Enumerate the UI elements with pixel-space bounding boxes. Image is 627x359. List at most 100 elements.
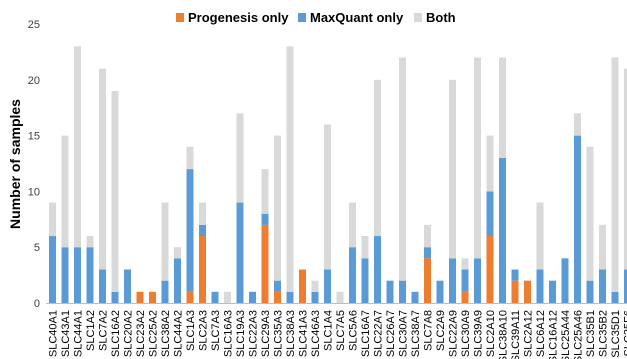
bar-segment-maxquant-only xyxy=(374,236,381,303)
x-tick-label: SLC5A6 xyxy=(348,310,360,351)
bar-segment-maxquant-only xyxy=(561,258,569,303)
x-tick-label: SLC30A7 xyxy=(398,310,410,357)
bar-segment-maxquant-only xyxy=(99,269,106,303)
x-tick-label: SLC35A3 xyxy=(273,310,285,357)
bar-segment-both xyxy=(161,202,169,281)
bar-segment-both xyxy=(311,280,319,292)
bar-segment-both xyxy=(624,68,627,270)
bar-segment-maxquant-only xyxy=(174,258,181,303)
y-tick-label: 25 xyxy=(28,19,40,31)
x-tick-label: SLC35F6 xyxy=(623,310,627,356)
bar-segment-maxquant-only xyxy=(124,269,131,303)
x-tick-label: SLC39A11 xyxy=(510,310,522,359)
x-tick-label: SLC44A2 xyxy=(173,310,185,357)
bar-segment-maxquant-only xyxy=(536,269,544,303)
bar-segment-both xyxy=(286,46,294,292)
bar-segment-progenesis-only xyxy=(149,291,156,303)
x-tick-label: SLC23A2 xyxy=(135,310,147,357)
bar-segment-maxquant-only xyxy=(511,269,519,281)
bar-segment-progenesis-only xyxy=(261,224,269,303)
bar-segment-maxquant-only xyxy=(261,213,269,225)
bar-segment-maxquant-only xyxy=(186,169,194,292)
bar-segment-maxquant-only xyxy=(324,269,331,303)
legend-label: Both xyxy=(426,10,456,25)
x-tick-label: SLC44A1 xyxy=(73,310,85,357)
bar-segment-both xyxy=(186,146,194,170)
x-tick-label: SLC25A44 xyxy=(560,310,572,359)
x-tick-label: SLC26A7 xyxy=(385,310,397,357)
x-tick-label: SLC2A3 xyxy=(198,310,210,351)
bar-segment-maxquant-only xyxy=(349,247,356,303)
bar-segment-both xyxy=(486,135,494,192)
bar-segment-maxquant-only xyxy=(199,224,206,237)
bar-segment-maxquant-only xyxy=(399,280,406,303)
x-tick-label: SLC43A1 xyxy=(60,310,72,357)
bar-segment-progenesis-only xyxy=(424,258,431,303)
x-tick-label: SLC25A2 xyxy=(148,310,160,357)
bar-segment-both xyxy=(399,57,406,281)
bar-segment-both xyxy=(361,236,369,259)
x-tick-label: SLC1A4 xyxy=(323,310,335,351)
bar-segment-both xyxy=(86,236,94,248)
x-tick-label: SLC6A12 xyxy=(535,310,547,357)
bar-segment-both xyxy=(536,202,544,270)
x-tick-label: SLC25A46 xyxy=(573,310,585,359)
x-tick-label: SLC22A7 xyxy=(373,310,385,357)
x-tick-label: SLC1A2 xyxy=(85,310,97,351)
x-tick-label: SLC7A2 xyxy=(98,310,110,351)
bar-segment-both xyxy=(424,224,431,248)
bar-segment-maxquant-only xyxy=(474,258,481,303)
bar-segment-maxquant-only xyxy=(61,247,69,303)
bar-segment-maxquant-only xyxy=(486,191,494,237)
bar-segment-progenesis-only xyxy=(511,280,519,303)
x-tick-label: SLC35B1 xyxy=(585,310,597,357)
bar-segment-progenesis-only xyxy=(199,236,206,303)
x-tick-label: SLC38A10 xyxy=(498,310,510,359)
y-tick-label: 20 xyxy=(28,75,40,87)
bar-segment-both xyxy=(449,79,456,259)
x-tick-label: SLC1A3 xyxy=(185,310,197,351)
x-tick-label: SLC7A3 xyxy=(210,310,222,351)
x-tick-label: SLC41A3 xyxy=(298,310,310,357)
bar-segment-maxquant-only xyxy=(611,291,619,303)
bar-segment-both xyxy=(599,224,606,270)
x-tick-label: SLC39A9 xyxy=(473,310,485,357)
bar-segment-both xyxy=(349,202,356,248)
x-tick-label: SLC16A7 xyxy=(360,310,372,357)
bar-segment-both xyxy=(174,247,181,259)
legend-swatch xyxy=(298,13,306,22)
bar-segment-both xyxy=(324,124,331,270)
y-tick-label: 0 xyxy=(34,298,40,310)
legend-label: Progenesis only xyxy=(188,10,289,25)
x-tick-label: SLC7A5 xyxy=(335,310,347,351)
bar-segment-maxquant-only xyxy=(449,258,456,303)
bar-segment-both xyxy=(111,90,119,292)
y-tick-label: 15 xyxy=(28,131,40,143)
x-tick-label: SLC35D1 xyxy=(610,310,622,358)
y-tick-label: 10 xyxy=(28,186,40,198)
bar-segment-progenesis-only xyxy=(299,269,306,303)
bar-segment-maxquant-only xyxy=(411,291,419,303)
bar-segment-both xyxy=(236,113,244,203)
bar-segment-maxquant-only xyxy=(424,247,431,259)
bar-segment-maxquant-only xyxy=(386,280,394,303)
bar-segment-progenesis-only xyxy=(274,291,281,303)
bar-segment-both xyxy=(261,169,269,214)
bar-segment-both xyxy=(74,46,81,248)
bar-segment-both xyxy=(374,79,381,237)
bar-segment-maxquant-only xyxy=(211,291,219,303)
bar-segment-both xyxy=(99,68,106,270)
legend-label: MaxQuant only xyxy=(310,10,404,25)
bar-segment-both xyxy=(274,135,281,281)
bar-segment-maxquant-only xyxy=(286,291,294,303)
bar-segment-maxquant-only xyxy=(236,202,244,303)
bar-segment-maxquant-only xyxy=(74,247,81,303)
bar-segment-progenesis-only xyxy=(186,291,194,303)
x-tick-label: SLC22A9 xyxy=(448,310,460,357)
bar-segment-maxquant-only xyxy=(461,269,469,292)
bar-segment-maxquant-only xyxy=(274,280,281,292)
x-tick-label: SLC16A12 xyxy=(548,310,560,359)
x-tick-label: SLC38A3 xyxy=(285,310,297,357)
